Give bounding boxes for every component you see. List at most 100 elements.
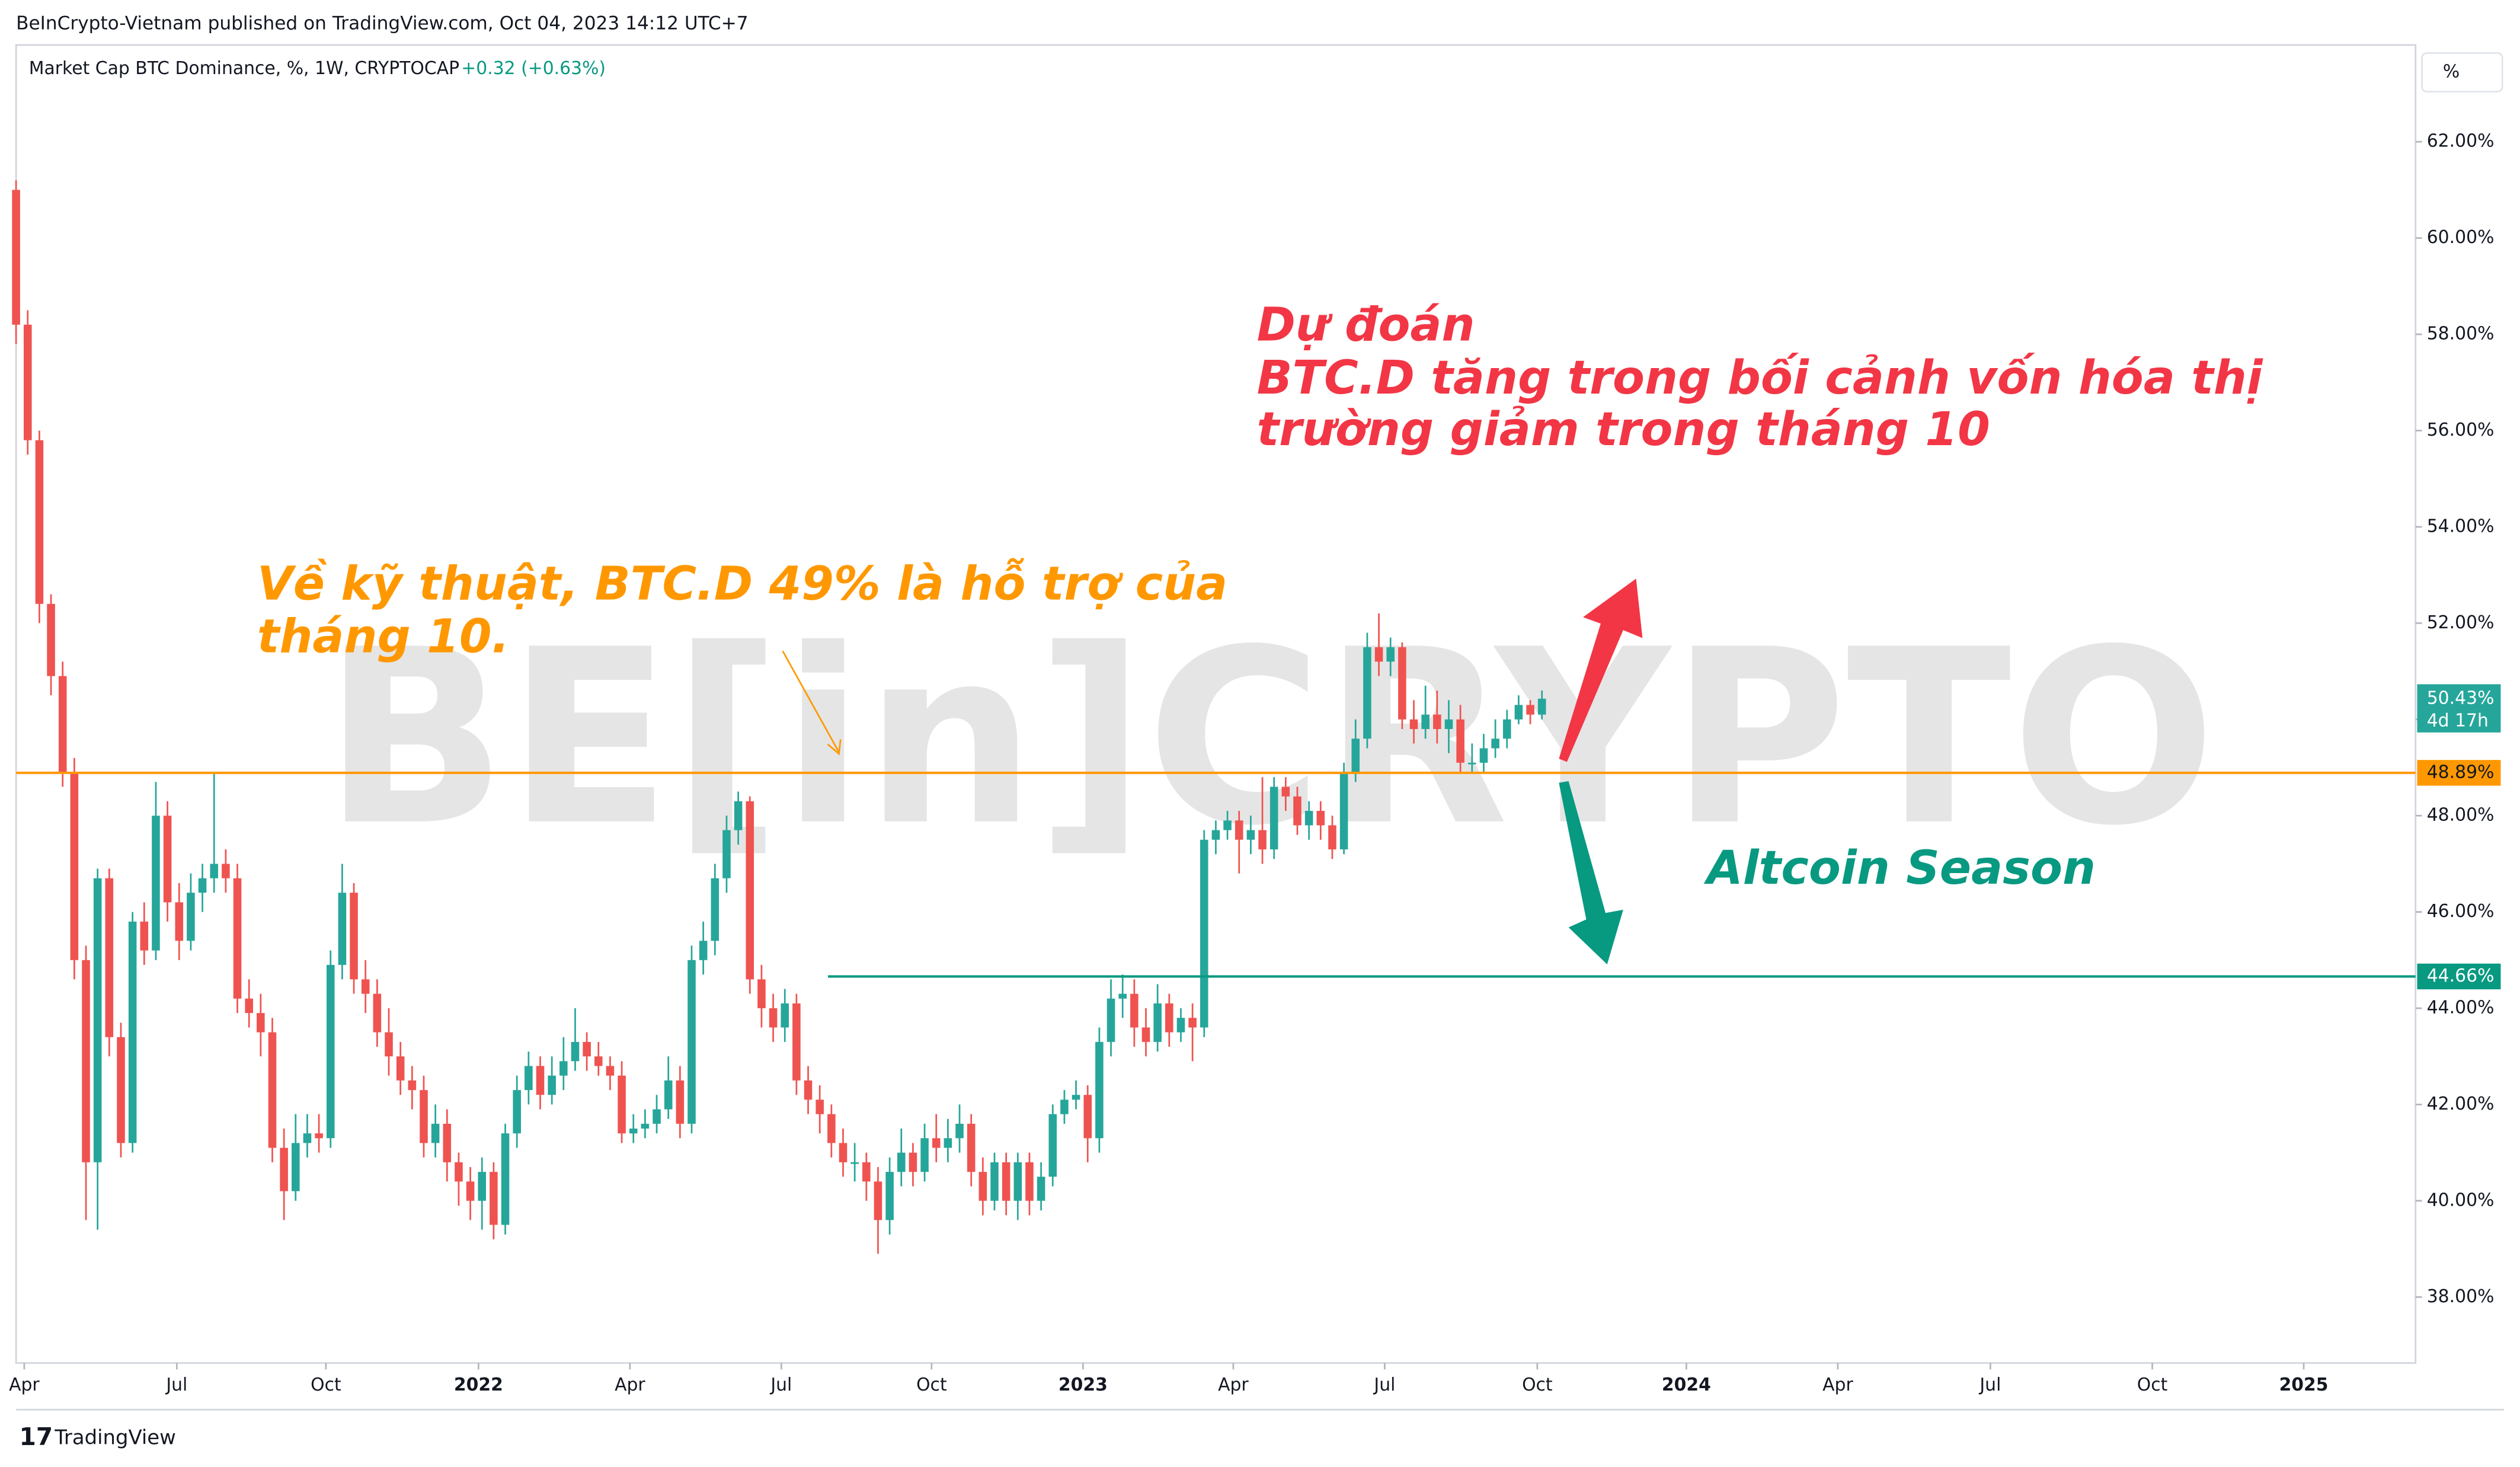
candle-body bbox=[12, 190, 20, 325]
candle-body bbox=[687, 960, 696, 1124]
candle-body bbox=[629, 1129, 638, 1134]
candle-body bbox=[990, 1162, 999, 1201]
candle-body bbox=[1083, 1095, 1092, 1139]
candle-body bbox=[559, 1061, 568, 1076]
candle-body bbox=[280, 1148, 288, 1191]
candle-body bbox=[1176, 1018, 1185, 1033]
candle-body bbox=[1211, 830, 1220, 840]
change: +0.32 (+0.63%) bbox=[461, 58, 606, 79]
x-tick-label: 2023 bbox=[1058, 1375, 1108, 1395]
candle-body bbox=[1281, 787, 1290, 797]
y-tick-label: 44.00% bbox=[2427, 998, 2495, 1018]
candle-body bbox=[978, 1172, 987, 1201]
scale-button[interactable] bbox=[2421, 52, 2503, 92]
candle-body bbox=[594, 1056, 603, 1066]
candle-body bbox=[1386, 647, 1395, 662]
candle-body bbox=[23, 324, 32, 440]
candle-body bbox=[536, 1066, 545, 1095]
candle-body bbox=[1095, 1041, 1104, 1139]
candle-body bbox=[443, 1123, 452, 1162]
candle-body bbox=[431, 1123, 440, 1143]
symbol: Market Cap BTC Dominance, %, 1W, CRYPTOC… bbox=[29, 58, 459, 79]
candle-body bbox=[885, 1172, 894, 1220]
y-tick-label: 60.00% bbox=[2427, 227, 2495, 248]
last-price-box bbox=[2417, 684, 2501, 733]
candle-body bbox=[1025, 1162, 1034, 1201]
candle-body bbox=[1293, 796, 1301, 826]
candle-body bbox=[1118, 993, 1127, 999]
candle-body bbox=[804, 1080, 813, 1100]
candle-body bbox=[373, 993, 382, 1033]
candle-body bbox=[175, 902, 184, 941]
y-tick-label: 56.00% bbox=[2427, 420, 2495, 440]
candle-body bbox=[1013, 1162, 1022, 1201]
candle-body bbox=[105, 878, 114, 1037]
candle-body bbox=[618, 1075, 626, 1134]
candle-body bbox=[1048, 1114, 1057, 1177]
candle-body bbox=[920, 1138, 929, 1172]
candle-body bbox=[152, 816, 160, 951]
candle-body bbox=[210, 864, 219, 878]
candle-body bbox=[1153, 1003, 1162, 1042]
footer-logo: 𝟭𝟳 bbox=[20, 1423, 53, 1451]
support-note: Về kỹ thuật, BTC.D 49% là hỗ trợ của bbox=[257, 556, 1227, 611]
forecast-note: BTC.D tăng trong bối cảnh vốn hóa thị bbox=[1257, 350, 2263, 405]
candle-body bbox=[361, 979, 370, 994]
x-tick-label: Apr bbox=[9, 1375, 40, 1395]
up-arrow bbox=[1559, 579, 1643, 762]
candle-body bbox=[1269, 787, 1278, 850]
candle-body bbox=[35, 440, 44, 604]
candle-body bbox=[571, 1041, 580, 1062]
candle-body bbox=[1037, 1177, 1045, 1201]
candle-body bbox=[315, 1133, 323, 1139]
candle-body bbox=[1200, 839, 1208, 1028]
candle-body bbox=[862, 1162, 871, 1182]
candle-body bbox=[1188, 1018, 1197, 1028]
plot-frame bbox=[15, 44, 2417, 1364]
candle-body bbox=[396, 1056, 405, 1081]
candle-body bbox=[1141, 1027, 1150, 1042]
scale-button-label[interactable]: % bbox=[2443, 62, 2460, 82]
candle-body bbox=[70, 772, 79, 960]
candle-body bbox=[734, 801, 743, 830]
x-tick-label: Apr bbox=[1822, 1375, 1853, 1395]
candle-body bbox=[338, 893, 347, 965]
candle-body bbox=[268, 1032, 277, 1148]
last-price-label: 50.43% bbox=[2427, 688, 2495, 708]
x-tick-label: 2024 bbox=[1662, 1375, 1711, 1395]
y-tick-label: 42.00% bbox=[2427, 1094, 2495, 1114]
candle-body bbox=[816, 1100, 824, 1114]
candle-body bbox=[1328, 825, 1336, 850]
candle-body bbox=[641, 1123, 650, 1129]
candle-body bbox=[1479, 748, 1488, 763]
x-tick-label: 2022 bbox=[454, 1375, 503, 1395]
y-tick-label: 58.00% bbox=[2427, 324, 2495, 344]
candle-body bbox=[466, 1181, 475, 1201]
candle-body bbox=[1444, 719, 1453, 729]
candle-body bbox=[1107, 998, 1115, 1042]
candle-body bbox=[128, 921, 137, 1143]
candle-body bbox=[967, 1123, 976, 1172]
watermark: BE[in]CRYPTO bbox=[323, 597, 2216, 878]
candle-body bbox=[525, 1066, 533, 1091]
x-tick-label: Oct bbox=[916, 1375, 947, 1395]
axes: 38.00%40.00%42.00%44.00%46.00%48.00%50.0… bbox=[9, 131, 2494, 1395]
y-tick-label: 38.00% bbox=[2427, 1286, 2495, 1307]
x-tick-label: Jul bbox=[1373, 1375, 1395, 1395]
x-tick-label: Oct bbox=[311, 1375, 341, 1395]
candle-body bbox=[955, 1123, 964, 1139]
candle-body bbox=[222, 864, 230, 878]
candle-body bbox=[1421, 714, 1430, 729]
down-arrow bbox=[1559, 781, 1623, 965]
level-label-box bbox=[2417, 760, 2501, 786]
candle-body bbox=[1514, 705, 1523, 720]
candle-body bbox=[408, 1080, 417, 1091]
candle-body bbox=[163, 816, 172, 903]
candle-body bbox=[292, 1143, 300, 1191]
candle-body bbox=[1072, 1095, 1080, 1100]
candle-body bbox=[769, 1008, 778, 1028]
candle-body bbox=[501, 1133, 510, 1225]
x-tick-label: Apr bbox=[615, 1375, 645, 1395]
candle-body bbox=[711, 878, 719, 941]
